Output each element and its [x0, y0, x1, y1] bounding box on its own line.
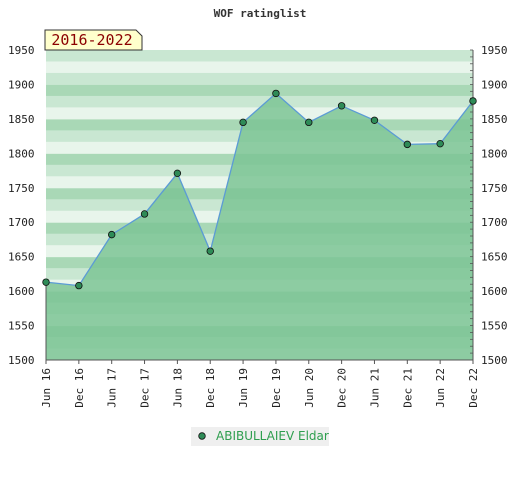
data-point — [305, 118, 313, 127]
series-line — [45, 92, 474, 287]
y-tick-label-left: 1850 — [8, 113, 35, 126]
x-tick-label: Dec 22 — [467, 368, 480, 408]
data-point — [75, 281, 83, 290]
y-tick-label-right: 1550 — [481, 320, 508, 333]
background-band — [46, 84, 473, 97]
y-tick-label-left: 1600 — [8, 285, 35, 298]
series-marks — [42, 89, 477, 290]
y-tick-label-left: 1550 — [8, 320, 35, 333]
legend-marker — [198, 432, 206, 440]
y-tick-label-left: 1900 — [8, 78, 35, 91]
x-tick-label: Jun 17 — [106, 368, 119, 408]
y-tick-label-left: 1500 — [8, 354, 35, 367]
area-layer — [46, 93, 473, 361]
y-tick-label-right: 1750 — [481, 182, 508, 195]
data-point — [239, 118, 247, 127]
data-point — [42, 278, 50, 286]
series-area — [46, 93, 473, 361]
data-point — [272, 89, 280, 98]
x-tick-label: Dec 17 — [139, 368, 152, 408]
legend-label: ABIBULLAIEV Eldar — [216, 429, 329, 443]
period-badge-text: 2016-2022 — [51, 31, 132, 49]
x-tick-label: Dec 16 — [73, 368, 86, 408]
legend: ABIBULLAIEV Eldar — [191, 427, 329, 446]
x-tick-label: Dec 21 — [401, 368, 414, 408]
y-tick-label-right: 1950 — [481, 44, 508, 57]
y-tick-label-right: 1650 — [481, 251, 508, 264]
x-tick-label: Dec 18 — [204, 368, 217, 408]
data-point — [370, 116, 379, 124]
axes: 1500 1500 1550 1550 1600 1600 1650 1650 1700 1700… — [8, 44, 508, 408]
y-tick-label-left: 1800 — [8, 147, 35, 160]
data-point — [436, 139, 444, 148]
chart-title: WOF ratinglist — [214, 7, 307, 20]
data-point — [173, 169, 182, 178]
y-tick-label-right: 1850 — [481, 113, 508, 126]
background-band — [46, 61, 473, 74]
x-tick-label: Jun 16 — [40, 368, 53, 408]
y-tick-label-left: 1750 — [8, 182, 35, 195]
y-tick-label-right: 1600 — [481, 285, 508, 298]
y-tick-label-left: 1650 — [8, 251, 35, 264]
x-tick-label: Jun 19 — [237, 368, 250, 408]
y-tick-label-right: 1900 — [481, 78, 508, 91]
x-tick-label: Dec 19 — [270, 368, 283, 408]
data-point — [107, 230, 116, 239]
data-point — [403, 140, 412, 149]
period-badge: 2016-2022 — [44, 29, 143, 51]
y-tick-label-left: 1700 — [8, 216, 35, 229]
y-tick-label-right: 1800 — [481, 147, 508, 160]
x-tick-label: Dec 20 — [336, 368, 349, 408]
data-point — [337, 102, 346, 110]
x-tick-label: Jun 18 — [171, 368, 184, 408]
background-band — [46, 95, 473, 108]
data-point — [469, 97, 477, 105]
x-tick-label: Jun 21 — [368, 368, 381, 408]
background-band — [46, 72, 473, 85]
y-tick-label-right: 1700 — [481, 216, 508, 229]
y-tick-label-right: 1500 — [481, 354, 508, 367]
background-band — [46, 50, 473, 62]
data-point — [140, 210, 149, 218]
x-tick-label: Jun 22 — [434, 368, 447, 408]
x-tick-label: Jun 20 — [303, 368, 316, 408]
y-tick-label-left: 1950 — [8, 44, 35, 57]
data-point — [206, 247, 214, 255]
